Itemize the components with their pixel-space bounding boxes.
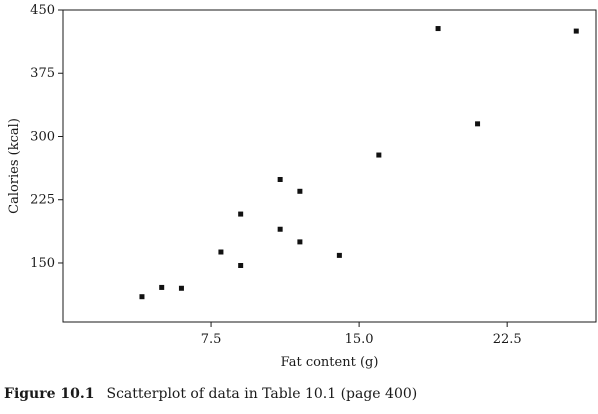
data-point	[336, 252, 342, 258]
data-point	[376, 152, 382, 158]
figure-caption: Figure 10.1 Scatterplot of data in Table …	[4, 386, 417, 402]
data-point	[159, 284, 165, 290]
y-tick-label: 450	[30, 3, 55, 18]
data-point	[277, 226, 283, 232]
y-tick-label: 150	[30, 256, 55, 271]
x-axis-title: Fat content (g)	[281, 355, 379, 370]
data-points	[139, 26, 579, 300]
data-point	[297, 239, 303, 245]
data-point	[238, 263, 244, 269]
data-point	[435, 26, 441, 32]
y-tick-label: 225	[30, 193, 55, 208]
y-tick-label: 375	[30, 66, 55, 81]
x-axis: 7.5 15.0 22.5	[201, 322, 522, 347]
scatter-chart: 150 225 300 375 450 7.5 15.0 22.5 Fat content …	[7, 3, 597, 370]
data-point	[139, 294, 145, 300]
plot-area-frame	[62, 9, 597, 323]
data-point	[178, 285, 184, 291]
y-tick-label: 300	[30, 129, 55, 144]
data-point	[475, 121, 481, 127]
data-point	[238, 211, 244, 217]
data-point	[573, 28, 579, 34]
y-axis-title: Calories (kcal)	[7, 118, 22, 214]
x-tick-label: 15.0	[345, 332, 374, 347]
caption-text: Scatterplot of data in Table 10.1 (page …	[106, 386, 418, 402]
x-tick-label: 22.5	[493, 332, 522, 347]
y-axis: 150 225 300 375 450	[30, 3, 63, 271]
data-point	[297, 188, 303, 194]
data-point	[277, 176, 283, 182]
x-tick-label: 7.5	[201, 332, 222, 347]
figure-number: Figure 10.1	[4, 386, 95, 402]
data-point	[218, 249, 224, 255]
